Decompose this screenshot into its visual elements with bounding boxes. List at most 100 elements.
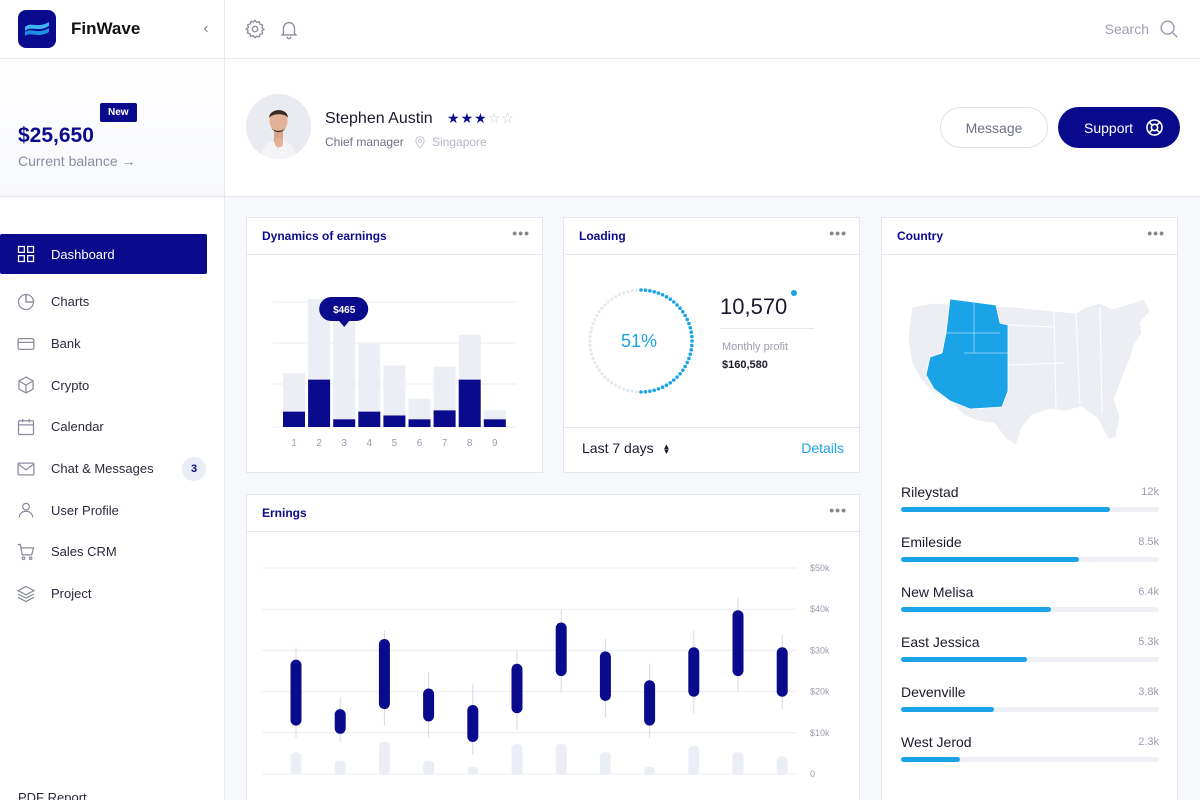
volume-bar	[599, 752, 611, 775]
bar[interactable]	[308, 379, 331, 427]
country-row[interactable]: East Jessica 5.3k	[901, 634, 1159, 662]
sidebar-item-user-profile[interactable]: User Profile	[0, 489, 224, 531]
candle[interactable]	[467, 704, 479, 743]
layers-icon	[16, 584, 36, 604]
search-input[interactable]: Search	[1104, 21, 1149, 37]
sidebar-item-sales-crm[interactable]: Sales CRM	[0, 531, 224, 573]
sidebar-item-project[interactable]: Project	[0, 573, 224, 615]
ring-dot	[613, 383, 618, 387]
candle[interactable]	[555, 622, 567, 677]
sidebar-item-chat-messages[interactable]: Chat & Messages 3	[0, 448, 224, 490]
bar-background[interactable]	[333, 309, 356, 427]
candle[interactable]	[732, 610, 744, 677]
country-row[interactable]: Emileside 8.5k	[901, 534, 1159, 562]
ring-dot-active	[652, 388, 656, 393]
country-value: 12k	[1141, 486, 1159, 498]
more-dots-icon[interactable]: •••	[512, 225, 530, 241]
country-row[interactable]: West Jerod 2.3k	[901, 734, 1159, 762]
sidebar-item-label: Calendar	[51, 419, 104, 435]
gear-icon[interactable]	[244, 18, 266, 40]
avatar[interactable]	[246, 94, 311, 159]
logo-icon[interactable]	[18, 10, 56, 48]
bar[interactable]	[458, 379, 481, 427]
collapse-sidebar-icon[interactable]: ‹	[203, 20, 209, 37]
candle[interactable]	[511, 663, 523, 714]
star-filled-icon[interactable]: ★	[460, 110, 475, 126]
y-tick-label: $30k	[810, 645, 830, 655]
ring-dot	[617, 385, 622, 389]
candle[interactable]	[644, 680, 656, 726]
bell-icon[interactable]	[278, 18, 300, 40]
country-name: Rileystad	[901, 484, 959, 500]
ring-dot	[626, 388, 630, 392]
support-button[interactable]: Support	[1058, 107, 1180, 148]
bar[interactable]	[333, 419, 356, 427]
profile-name: Stephen Austin	[325, 110, 433, 127]
candle[interactable]	[599, 651, 611, 701]
country-row[interactable]: New Melisa 6.4k	[901, 584, 1159, 612]
sidebar: FinWave ‹ New $25,650 Current balance → …	[0, 0, 225, 800]
candle[interactable]	[378, 639, 390, 710]
bar[interactable]	[433, 410, 456, 427]
candle[interactable]	[776, 647, 788, 697]
more-dots-icon[interactable]: •••	[829, 225, 847, 241]
bar[interactable]	[383, 415, 406, 427]
ring-dot	[591, 356, 595, 361]
candle[interactable]	[334, 709, 346, 734]
ring-dot	[597, 310, 601, 314]
candle[interactable]	[423, 688, 435, 722]
calendar-icon	[16, 417, 36, 437]
star-filled-icon[interactable]: ★	[447, 110, 461, 126]
sidebar-item-dashboard[interactable]: Dashboard	[0, 234, 207, 274]
bar[interactable]	[358, 411, 381, 427]
star-empty-icon[interactable]: ☆	[501, 110, 515, 126]
ring-dot	[603, 303, 607, 307]
volume-bar	[555, 744, 567, 775]
support-label: Support	[1084, 119, 1134, 136]
ring-dot-active	[687, 321, 691, 326]
bar[interactable]	[283, 411, 305, 427]
value-tooltip	[319, 297, 369, 321]
message-button[interactable]: Message	[940, 107, 1048, 148]
user-icon	[16, 500, 36, 520]
period-select[interactable]: Last 7 days ▲ ▼	[582, 440, 670, 456]
ring-dot	[589, 330, 593, 334]
ring-dot	[593, 317, 597, 322]
search-icon[interactable]	[1158, 18, 1180, 40]
country-value: 8.5k	[1138, 536, 1159, 548]
details-link[interactable]: Details	[801, 440, 844, 456]
balance-label-link[interactable]: Current balance →	[18, 153, 136, 169]
sidebar-item-charts[interactable]: Charts	[0, 281, 224, 323]
more-dots-icon[interactable]: •••	[1147, 225, 1165, 241]
star-filled-icon[interactable]: ★	[474, 110, 488, 126]
pdf-report-link[interactable]: PDF Report	[18, 790, 87, 800]
bar-background[interactable]	[383, 365, 406, 427]
country-row[interactable]: Devenville 3.8k	[901, 684, 1159, 712]
candle[interactable]	[688, 647, 700, 697]
ring-dot-active	[690, 343, 694, 348]
bar[interactable]	[483, 419, 506, 427]
unread-count-badge: 3	[182, 456, 206, 481]
divider	[720, 328, 814, 329]
tooltip-pointer	[339, 321, 350, 327]
bar[interactable]	[408, 419, 431, 427]
star-empty-icon[interactable]: ☆	[487, 110, 502, 126]
progress-percent: 51%	[621, 331, 658, 351]
ring-dot-active	[656, 387, 661, 391]
x-tick-label: 8	[467, 438, 473, 449]
sidebar-item-crypto[interactable]: Crypto	[0, 364, 224, 406]
candle[interactable]	[290, 659, 302, 726]
ring-dot	[630, 389, 634, 393]
grid-icon	[16, 244, 36, 264]
bar-background[interactable]	[358, 343, 381, 427]
y-tick-label: 0	[810, 769, 815, 779]
card-icon	[16, 334, 36, 354]
sidebar-item-calendar[interactable]: Calendar	[0, 406, 224, 448]
period-label: Last 7 days	[582, 440, 654, 456]
ring-dot	[593, 360, 597, 365]
volume-bar	[423, 760, 435, 775]
country-value: 6.4k	[1138, 586, 1159, 598]
sidebar-item-bank[interactable]: Bank	[0, 323, 224, 365]
more-dots-icon[interactable]: •••	[829, 502, 847, 518]
country-row[interactable]: Rileystad 12k	[901, 484, 1159, 512]
